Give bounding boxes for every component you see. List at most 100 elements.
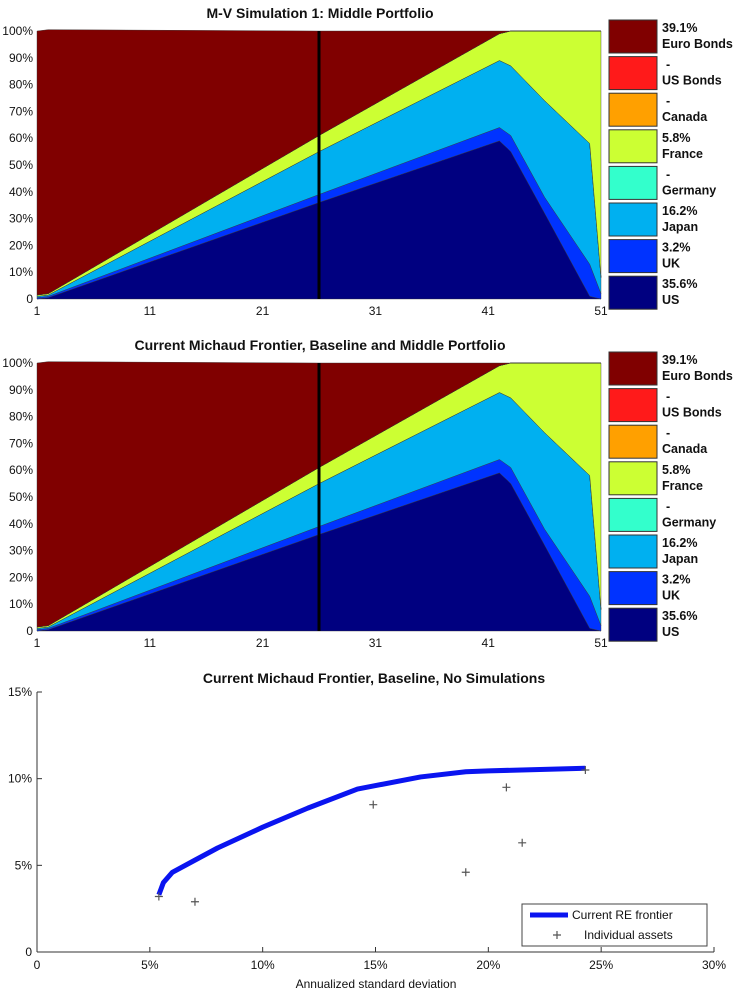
chart3-xtick-label: 5% <box>141 958 159 972</box>
chart2-legend-swatch <box>608 607 658 642</box>
chart1-title: M-V Simulation 1: Middle Portfolio <box>206 5 433 21</box>
chart2-ytick-label: 10% <box>9 597 33 611</box>
chart3-xtick-label: 0 <box>34 958 41 972</box>
chart3-asset-point <box>369 800 378 809</box>
chart3-xtick-label: 25% <box>589 958 613 972</box>
chart2-legend-name: France <box>662 479 703 493</box>
chart2-ytick-label: 0 <box>26 624 33 638</box>
chart1-legend-value: 3.2% <box>662 241 691 255</box>
chart2-xtick-label: 1 <box>34 636 41 650</box>
chart2-ytick-label: 30% <box>9 544 33 558</box>
chart2-legend-swatch <box>608 571 658 606</box>
chart1-ytick-label: 70% <box>9 104 33 118</box>
chart1-legend-name: Canada <box>662 110 708 124</box>
chart1-legend-value: 5.8% <box>662 131 691 145</box>
chart1-xtick-label: 41 <box>482 304 496 318</box>
chart1-legend-swatch <box>608 275 658 310</box>
chart3-asset-point <box>518 838 527 847</box>
chart2-xtick-label: 31 <box>369 636 383 650</box>
chart2-legend-value: - <box>666 499 670 513</box>
chart1-ytick-label: 10% <box>9 265 33 279</box>
chart2-xtick-label: 51 <box>594 636 608 650</box>
chart1-legend-value: - <box>666 167 670 181</box>
chart1-legend-swatch <box>608 202 658 237</box>
chart2-ytick-label: 90% <box>9 383 33 397</box>
chart1-legend-name: US <box>662 293 679 307</box>
chart2-ytick-label: 50% <box>9 490 33 504</box>
chart1-xtick-label: 31 <box>369 304 383 318</box>
chart3-asset-point <box>581 766 590 774</box>
chart2-legend-name: US <box>662 625 679 639</box>
chart2-legend-name: US Bonds <box>662 406 722 420</box>
chart1-ytick-label: 80% <box>9 78 33 92</box>
chart2-title: Current Michaud Frontier, Baseline and M… <box>134 337 505 353</box>
chart2-legend-swatch <box>608 534 658 569</box>
chart1-legend-value: 16.2% <box>662 204 697 218</box>
chart1-xtick-label: 21 <box>256 304 270 318</box>
chart1-area-euro-bonds <box>36 29 601 296</box>
chart3-ytick-label: 10% <box>8 772 32 786</box>
chart3: 0 5% 10% 15% 20% 25% 30% 0 5% 10% 15% Current RE fr… <box>8 685 726 972</box>
chart3-asset-point <box>461 868 470 877</box>
chart3-legend-label: Individual assets <box>584 928 673 942</box>
chart1-legend-swatch <box>608 165 658 200</box>
chart1-ytick-label: 20% <box>9 238 33 252</box>
chart1-xtick-label: 51 <box>594 304 608 318</box>
chart3-ytick-label: 15% <box>8 685 32 699</box>
chart1-legend-name: Germany <box>662 183 716 197</box>
chart1-legend-value: 35.6% <box>662 277 697 291</box>
chart2-legend-name: Germany <box>662 515 716 529</box>
chart2-ytick-label: 40% <box>9 517 33 531</box>
chart2-legend-swatch <box>608 424 658 459</box>
chart2-legend-value: 35.6% <box>662 609 697 623</box>
chart2-legend-value: 16.2% <box>662 536 697 550</box>
chart2-area-euro-bonds <box>36 361 601 628</box>
chart1-ytick-label: 30% <box>9 212 33 226</box>
chart3-asset-point <box>502 783 511 792</box>
chart3-title: Current Michaud Frontier, Baseline, No S… <box>203 670 545 686</box>
chart1-xtick-label: 11 <box>144 304 157 318</box>
chart3-xtick-label: 10% <box>251 958 275 972</box>
chart2: 010%20%30%40%50%60%70%80%90%100%1 11 21 31 4… <box>2 351 733 650</box>
chart2-legend-value: 39.1% <box>662 353 697 367</box>
chart1-ytick-label: 90% <box>9 51 33 65</box>
chart1-legend-name: Japan <box>662 220 698 234</box>
chart1-ytick-label: 60% <box>9 131 33 145</box>
chart2-legend-swatch <box>608 351 658 386</box>
chart2-legend-swatch <box>608 497 658 532</box>
chart2-legend-value: 5.8% <box>662 463 691 477</box>
chart1-legend-name: Euro Bonds <box>662 37 733 51</box>
chart3-ytick-label: 0 <box>25 945 32 959</box>
chart2-legend-name: Japan <box>662 552 698 566</box>
chart1-legend-name: US Bonds <box>662 74 722 88</box>
chart1-ytick-label: 100% <box>2 24 33 38</box>
chart2-ytick-label: 100% <box>2 356 33 370</box>
chart3-xlabel: Annualized standard deviation <box>296 977 457 991</box>
chart1-legend-swatch <box>608 239 658 274</box>
chart2-legend-swatch <box>608 388 658 423</box>
chart2-ytick-label: 80% <box>9 410 33 424</box>
chart1-legend-value: - <box>666 94 670 108</box>
chart1-legend-swatch <box>608 56 658 91</box>
chart2-xtick-label: 21 <box>256 636 270 650</box>
chart1-ytick-label: 50% <box>9 158 33 172</box>
chart1-legend-name: France <box>662 147 703 161</box>
chart3-ytick-label: 5% <box>15 858 33 872</box>
chart2-xtick-label: 41 <box>482 636 496 650</box>
chart2-legend-swatch <box>608 461 658 496</box>
chart2-legend-name: UK <box>662 589 680 603</box>
chart2-ytick-label: 70% <box>9 436 33 450</box>
chart3-legend <box>521 903 708 947</box>
chart3-asset-point <box>190 897 199 906</box>
chart3-frontier-line <box>156 765 586 896</box>
chart2-ytick-label: 60% <box>9 463 33 477</box>
chart1-xtick-label: 1 <box>34 304 41 318</box>
chart3-xtick-label: 20% <box>476 958 500 972</box>
chart1-legend-value: - <box>666 58 670 72</box>
chart1-ytick-label: 40% <box>9 185 33 199</box>
chart1-legend-value: 39.1% <box>662 21 697 35</box>
chart2-ytick-label: 20% <box>9 570 33 584</box>
chart3-xtick-label: 15% <box>363 958 387 972</box>
